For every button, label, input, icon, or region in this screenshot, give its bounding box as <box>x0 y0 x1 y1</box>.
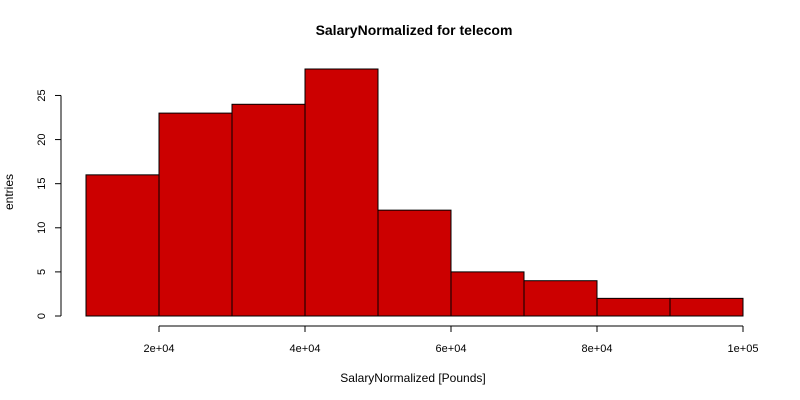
y-axis: 0 5 10 15 20 25 <box>36 89 62 319</box>
histogram-bar-4 <box>304 68 379 317</box>
y-tick-label: 0 <box>36 313 48 319</box>
y-tick-label: 20 <box>36 133 48 145</box>
y-tick-label: 25 <box>36 89 48 101</box>
y-tick-label: 15 <box>36 178 48 190</box>
histogram-bar-8 <box>596 297 671 317</box>
histogram-bar-1 <box>85 174 160 317</box>
x-tick-label: 4e+04 <box>290 343 321 355</box>
histogram-bar-2 <box>158 112 233 317</box>
x-axis: 2e+04 4e+04 6e+04 8e+04 1e+05 <box>144 325 759 355</box>
x-tick-label: 2e+04 <box>144 343 175 355</box>
chart-title: SalaryNormalized for telecom <box>316 22 513 38</box>
histogram-bar-9 <box>669 297 744 317</box>
y-tick-label: 10 <box>36 222 48 234</box>
histogram-bar-5 <box>377 209 452 317</box>
x-axis-label: SalaryNormalized [Pounds] <box>340 371 485 385</box>
x-tick-label: 1e+05 <box>728 343 759 355</box>
x-tick-label: 6e+04 <box>436 343 467 355</box>
y-tick-label: 5 <box>36 269 48 275</box>
histogram-bar-6 <box>450 271 525 317</box>
bars-group <box>85 68 744 317</box>
y-axis-label: entries <box>2 174 16 210</box>
histogram-bar-7 <box>523 280 598 317</box>
histogram-bar-3 <box>231 103 306 317</box>
x-tick-label: 8e+04 <box>582 343 613 355</box>
